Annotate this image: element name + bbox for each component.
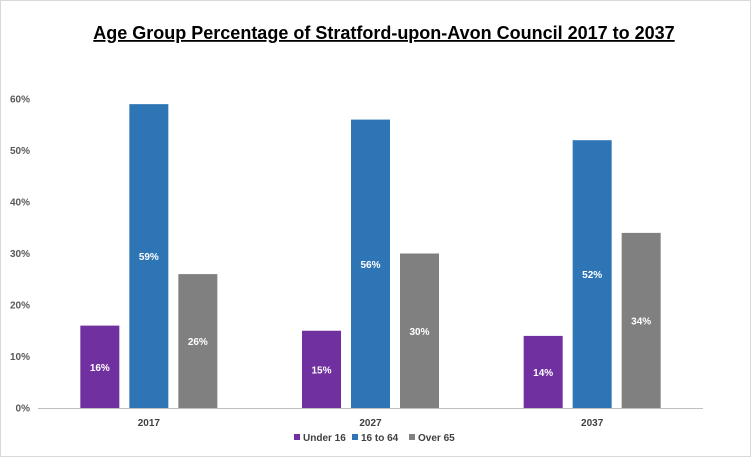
chart-title: Age Group Percentage of Stratford-upon-A… [93,23,674,43]
y-tick-label: 0% [16,404,31,415]
legend-label: Over 65 [418,433,455,444]
data-label: 30% [409,327,429,338]
bar-over-65-2037 [621,232,661,408]
bar-16-to-64-2037 [572,140,612,408]
bar-over-65-2017 [178,274,218,408]
data-label: 16% [90,363,110,374]
data-label: 34% [631,316,651,327]
legend: Under 16 16 to 64 Over 65 [294,433,455,444]
legend-label: 16 to 64 [361,433,399,444]
data-label: 56% [360,260,380,271]
data-label: 15% [311,365,331,376]
y-tick-label: 50% [10,146,30,157]
bar-16-to-64-2017 [129,104,169,409]
data-label: 59% [139,252,159,263]
y-tick-label: 20% [10,301,30,312]
bar-under-16-2027 [302,330,341,408]
y-tick-label: 30% [10,249,30,260]
x-category-label: 2027 [359,418,382,429]
y-tick-label: 10% [10,352,30,363]
bar-over-65-2027 [400,253,439,408]
axes: 0% 10% 20% 30% 40% 50% 60% 2017 2027 2037 [10,95,703,429]
legend-swatch [352,434,358,440]
bar-under-16-2037 [523,335,563,408]
bars: 16% 59% 26% 15% 56% 30% 14% 52% 34% [80,104,661,409]
legend-swatch [294,434,300,440]
legend-label: Under 16 [303,433,346,444]
x-category-label: 2037 [581,418,604,429]
data-label: 26% [188,337,208,348]
legend-swatch [409,434,415,440]
bar-16-to-64-2027 [351,119,390,408]
y-tick-label: 60% [10,95,30,106]
data-label: 14% [533,368,553,379]
x-category-label: 2017 [138,418,161,429]
data-label: 52% [582,270,602,281]
bar-under-16-2017 [80,325,120,408]
y-tick-label: 40% [10,198,30,209]
